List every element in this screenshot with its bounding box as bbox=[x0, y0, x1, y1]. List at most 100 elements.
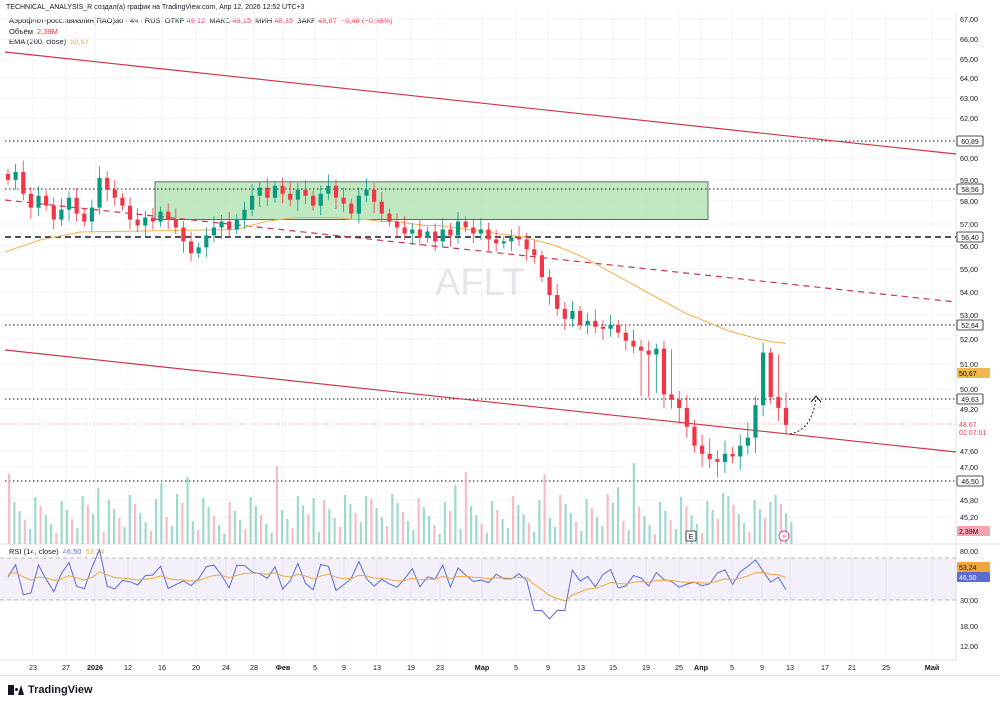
volume-bar bbox=[722, 493, 725, 544]
legend-volume: 2,39M bbox=[37, 27, 58, 36]
candle-body bbox=[494, 239, 499, 244]
volume-bar bbox=[55, 533, 58, 544]
volume-bar bbox=[680, 497, 683, 544]
price-tick-label: 62,00 bbox=[960, 114, 978, 123]
volume-bar bbox=[170, 526, 173, 544]
rsi-line[interactable] bbox=[7, 547, 787, 620]
candle-body bbox=[341, 197, 346, 204]
candle-body bbox=[463, 221, 468, 228]
time-tick-label: 5 bbox=[313, 663, 317, 672]
time-tick-label: 5 bbox=[730, 663, 734, 672]
volume-bar bbox=[139, 513, 142, 544]
candle-body bbox=[120, 197, 125, 206]
volume-bar bbox=[165, 517, 168, 544]
candle-body bbox=[5, 173, 11, 180]
volume-bar bbox=[302, 505, 305, 544]
projection-arrow[interactable] bbox=[789, 397, 817, 435]
volume-bar bbox=[685, 506, 688, 544]
candle-body bbox=[234, 219, 239, 230]
volume-bar bbox=[653, 534, 656, 544]
volume-bar bbox=[202, 498, 205, 544]
candle-body bbox=[684, 407, 689, 427]
current-price-tag bbox=[957, 419, 990, 429]
candle-body bbox=[555, 295, 560, 309]
rsi-tag-label: 46,50 bbox=[959, 575, 977, 582]
rsi-tick-label: 12,00 bbox=[960, 642, 978, 651]
legend-high-label: МАКС bbox=[209, 16, 231, 25]
volume-bar bbox=[727, 496, 730, 544]
volume-bar bbox=[769, 502, 772, 544]
candle-body bbox=[707, 453, 712, 460]
candle-body bbox=[295, 189, 300, 200]
volume-bar bbox=[107, 500, 110, 544]
supply-zone[interactable] bbox=[154, 181, 709, 220]
volume-bar bbox=[233, 511, 236, 544]
volume-bar bbox=[212, 516, 215, 544]
time-axis[interactable]: 23 27 2026 12 16 20 24 28 Фев 5 9 13 19 23 Мар 5 9 13 15 19… bbox=[29, 663, 939, 672]
candle-body bbox=[593, 320, 598, 327]
chart-canvas[interactable]: AFLT E ⚡ 67,00 66,00 65,00 64,00 63,00 62,00 6… bbox=[0, 0, 1000, 675]
candle-body bbox=[105, 177, 110, 190]
volume-bar bbox=[517, 505, 520, 544]
candle-body bbox=[425, 231, 430, 238]
time-tick-label: Фев bbox=[276, 663, 291, 672]
volume-bar bbox=[249, 497, 252, 544]
time-tick-label: Апр bbox=[694, 663, 709, 672]
candle-body bbox=[768, 352, 773, 398]
time-tick-label: 20 bbox=[192, 663, 200, 672]
volume-bar bbox=[296, 496, 299, 544]
rsi-axis[interactable]: 80,00 30,00 18,00 12,00 bbox=[960, 547, 978, 651]
tradingview-logo[interactable]: TradingView bbox=[8, 684, 93, 696]
volume-bar bbox=[706, 501, 709, 544]
legend-change: −0,48 (−0,98%) bbox=[340, 16, 393, 25]
candle-body bbox=[326, 185, 331, 194]
price-axis[interactable]: 67,0066,0065,0064,0063,0062,0061,0060,00… bbox=[960, 15, 978, 522]
volume-bar bbox=[218, 525, 221, 544]
time-tick-label: 28 bbox=[250, 663, 258, 672]
legend-volume-label[interactable]: Объём bbox=[9, 27, 33, 36]
candle-body bbox=[280, 185, 285, 194]
candle-body bbox=[638, 346, 644, 351]
projection-arrow-head bbox=[810, 395, 822, 403]
price-tick-label: 51,00 bbox=[960, 360, 978, 369]
time-tick-label: 25 bbox=[675, 663, 683, 672]
legend-symbol[interactable]: Аэрофлот-росс.авиалин(ПАО)ао · 4ч · RUS bbox=[9, 16, 161, 25]
candle-body bbox=[532, 249, 537, 256]
candle-body bbox=[51, 205, 56, 220]
time-tick-label: 9 bbox=[760, 663, 764, 672]
candle-body bbox=[112, 189, 117, 198]
candle-body bbox=[333, 185, 339, 198]
channel-lower-line[interactable] bbox=[4, 349, 957, 453]
volume-tag bbox=[957, 526, 990, 536]
volume-bar bbox=[44, 515, 47, 544]
volume-bar bbox=[13, 502, 16, 544]
candle-body bbox=[471, 227, 476, 234]
rsi-ma-line[interactable] bbox=[7, 571, 787, 602]
legend-ema-label[interactable]: EMA (200, close) bbox=[9, 37, 67, 46]
volume-bar bbox=[307, 514, 310, 544]
time-tick-label: 27 bbox=[62, 663, 70, 672]
channel-mid-line[interactable] bbox=[4, 199, 957, 303]
channel-upper-line[interactable] bbox=[4, 51, 957, 155]
volume-bar bbox=[102, 532, 105, 544]
legend-rsi-label[interactable]: RSI (14, close) bbox=[9, 547, 59, 556]
price-tick-label: 56,00 bbox=[960, 242, 978, 251]
price-tick-label: 63,00 bbox=[960, 94, 978, 103]
volume-bar bbox=[548, 518, 551, 544]
volume-bar bbox=[338, 527, 341, 544]
volume-bar bbox=[753, 500, 756, 544]
volume-bar bbox=[244, 529, 247, 544]
candle-body bbox=[715, 459, 720, 462]
price-tick-label: 64,00 bbox=[960, 74, 978, 83]
volume-bar bbox=[443, 502, 446, 544]
lightning-event-icon[interactable] bbox=[778, 530, 790, 542]
volume-bar bbox=[18, 511, 21, 544]
time-tick-label: 24 bbox=[222, 663, 230, 672]
candle-body bbox=[433, 231, 438, 242]
volume-bar bbox=[186, 477, 189, 544]
level-tag bbox=[956, 135, 984, 147]
lightning-event-glyph: ⚡ bbox=[782, 533, 787, 541]
earnings-marker-icon[interactable] bbox=[685, 530, 697, 542]
price-tick-label: 45,80 bbox=[960, 496, 978, 505]
volume-bar bbox=[97, 488, 100, 544]
